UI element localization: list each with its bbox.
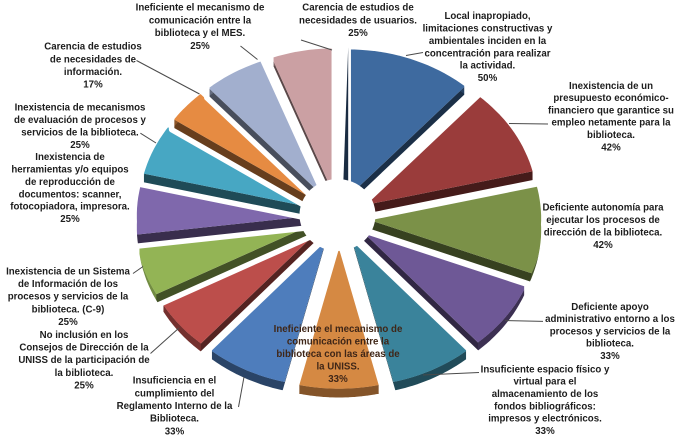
svg-text:Local inapropiado,limitaciones: Local inapropiado, limitaciones construct… — [423, 11, 553, 84]
svg-text:Insuficiente espacio físico yv: Insuficiente espacio físico y virtual par… — [481, 364, 610, 437]
